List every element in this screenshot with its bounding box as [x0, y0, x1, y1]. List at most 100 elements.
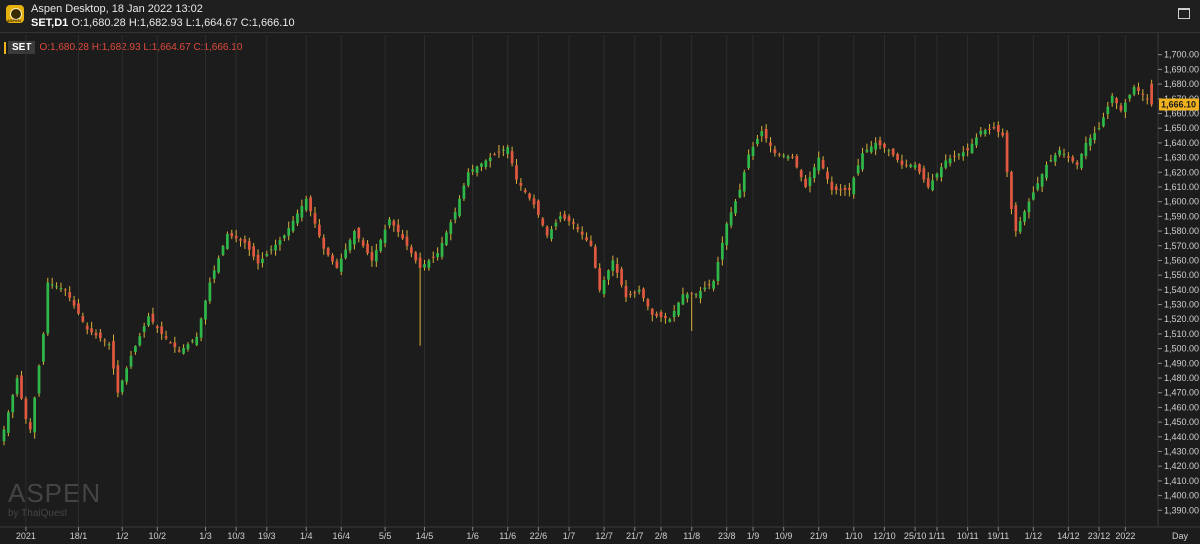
y-tick-label: 1,470.00: [1164, 388, 1199, 398]
candle-up: [856, 165, 860, 174]
candle-up: [979, 131, 983, 135]
x-tick-label: 18/1: [70, 531, 88, 541]
candle-down: [848, 187, 851, 190]
candle-up: [817, 157, 821, 171]
candle-down: [900, 160, 904, 165]
candle-down: [72, 300, 76, 306]
candle-down: [370, 251, 374, 261]
candle-up: [756, 138, 759, 145]
candle-up: [300, 206, 304, 218]
legend-symbol[interactable]: SET: [8, 41, 36, 55]
y-tick-label: 1,680.00: [1164, 79, 1199, 89]
candle-down: [567, 216, 571, 222]
candle-down: [230, 233, 234, 237]
legend-marker: [4, 41, 6, 54]
candle-up: [940, 167, 943, 178]
candle-up: [138, 336, 142, 346]
candle-up: [729, 212, 733, 226]
candle-up: [348, 240, 352, 251]
candle-up: [353, 231, 356, 245]
candle-down: [81, 316, 85, 322]
candle-down: [24, 398, 28, 420]
candle-up: [182, 347, 185, 354]
candle-up: [458, 198, 461, 216]
candle-down: [576, 227, 580, 230]
candle-up: [1102, 117, 1105, 127]
x-tick-label: 22/6: [530, 531, 548, 541]
candle-down: [624, 285, 628, 298]
candle-up: [226, 234, 229, 249]
candle-up: [751, 146, 755, 157]
candle-up: [37, 365, 41, 394]
candle-down: [926, 178, 930, 187]
x-tick-label: 23/8: [718, 531, 736, 541]
candle-up: [383, 229, 387, 244]
candle-down: [318, 224, 321, 237]
x-tick-label: 1/11: [929, 531, 946, 541]
candle-up: [204, 300, 207, 320]
candle-up: [948, 158, 952, 164]
candle-up: [440, 242, 444, 257]
y-tick-label: 1,620.00: [1164, 167, 1199, 177]
candle-down: [326, 248, 330, 256]
y-tick-label: 1,640.00: [1164, 138, 1199, 148]
candle-up: [611, 260, 615, 271]
candle-down: [580, 231, 584, 235]
x-tick-label: 19/3: [258, 531, 276, 541]
candle-up: [861, 153, 864, 170]
candle-up: [304, 198, 308, 211]
candle-down: [922, 168, 926, 180]
candle-down: [85, 325, 89, 330]
candle-down: [918, 164, 921, 173]
candle-up: [11, 395, 15, 413]
y-tick-label: 1,530.00: [1164, 300, 1199, 310]
candle-up: [221, 246, 225, 255]
candle-down: [431, 256, 435, 258]
candle-up: [554, 222, 558, 227]
y-tick-label: 1,400.00: [1164, 491, 1199, 501]
candle-down: [1119, 105, 1123, 111]
candle-down: [252, 246, 256, 257]
candle-up: [983, 130, 987, 135]
ohlc-values: O:1,680.28 H:1,682.93 L:1,664.67 C:1,666…: [71, 17, 295, 29]
candle-up: [339, 258, 343, 272]
candle-down: [414, 252, 418, 261]
y-tick-label: 1,670.00: [1164, 94, 1199, 104]
candle-up: [120, 380, 124, 393]
candle-up: [2, 429, 6, 442]
candle-up: [747, 154, 750, 169]
restore-window-icon[interactable]: [1178, 8, 1190, 19]
candle-down: [418, 257, 422, 268]
candle-down: [642, 288, 645, 299]
y-tick-label: 1,540.00: [1164, 285, 1199, 295]
watermark: ASPEN by ThaiQuest: [8, 478, 101, 519]
candle-down: [545, 226, 549, 236]
candle-down: [826, 171, 829, 180]
candle-down: [664, 315, 667, 319]
x-tick-label: 2/8: [655, 531, 668, 541]
candle-down: [891, 148, 895, 156]
candle-up: [142, 326, 146, 332]
candle-down: [243, 239, 247, 243]
legend-ohlc: O:1,680.28 H:1,682.93 L:1,664.67 C:1,666…: [39, 42, 243, 54]
y-tick-label: 1,600.00: [1164, 197, 1199, 207]
x-tick-label: 1/6: [466, 531, 479, 541]
candle-down: [615, 264, 619, 273]
candle-up: [909, 164, 913, 167]
candle-up: [33, 397, 37, 433]
candle-up: [427, 260, 431, 268]
x-tick-label: 23/12: [1088, 531, 1111, 541]
candle-up: [190, 340, 194, 342]
candle-up: [1031, 192, 1035, 200]
candle-up: [1053, 155, 1057, 162]
y-tick-label: 1,460.00: [1164, 402, 1199, 412]
candle-up: [466, 172, 470, 186]
x-tick-label: 2022: [1115, 531, 1135, 541]
candle-up: [1040, 174, 1044, 187]
app-logo-icon: ASPEN: [6, 5, 24, 23]
y-tick-label: 1,500.00: [1164, 344, 1199, 354]
candle-down: [1010, 171, 1013, 210]
candle-up: [738, 189, 742, 198]
candles: [2, 79, 1153, 446]
